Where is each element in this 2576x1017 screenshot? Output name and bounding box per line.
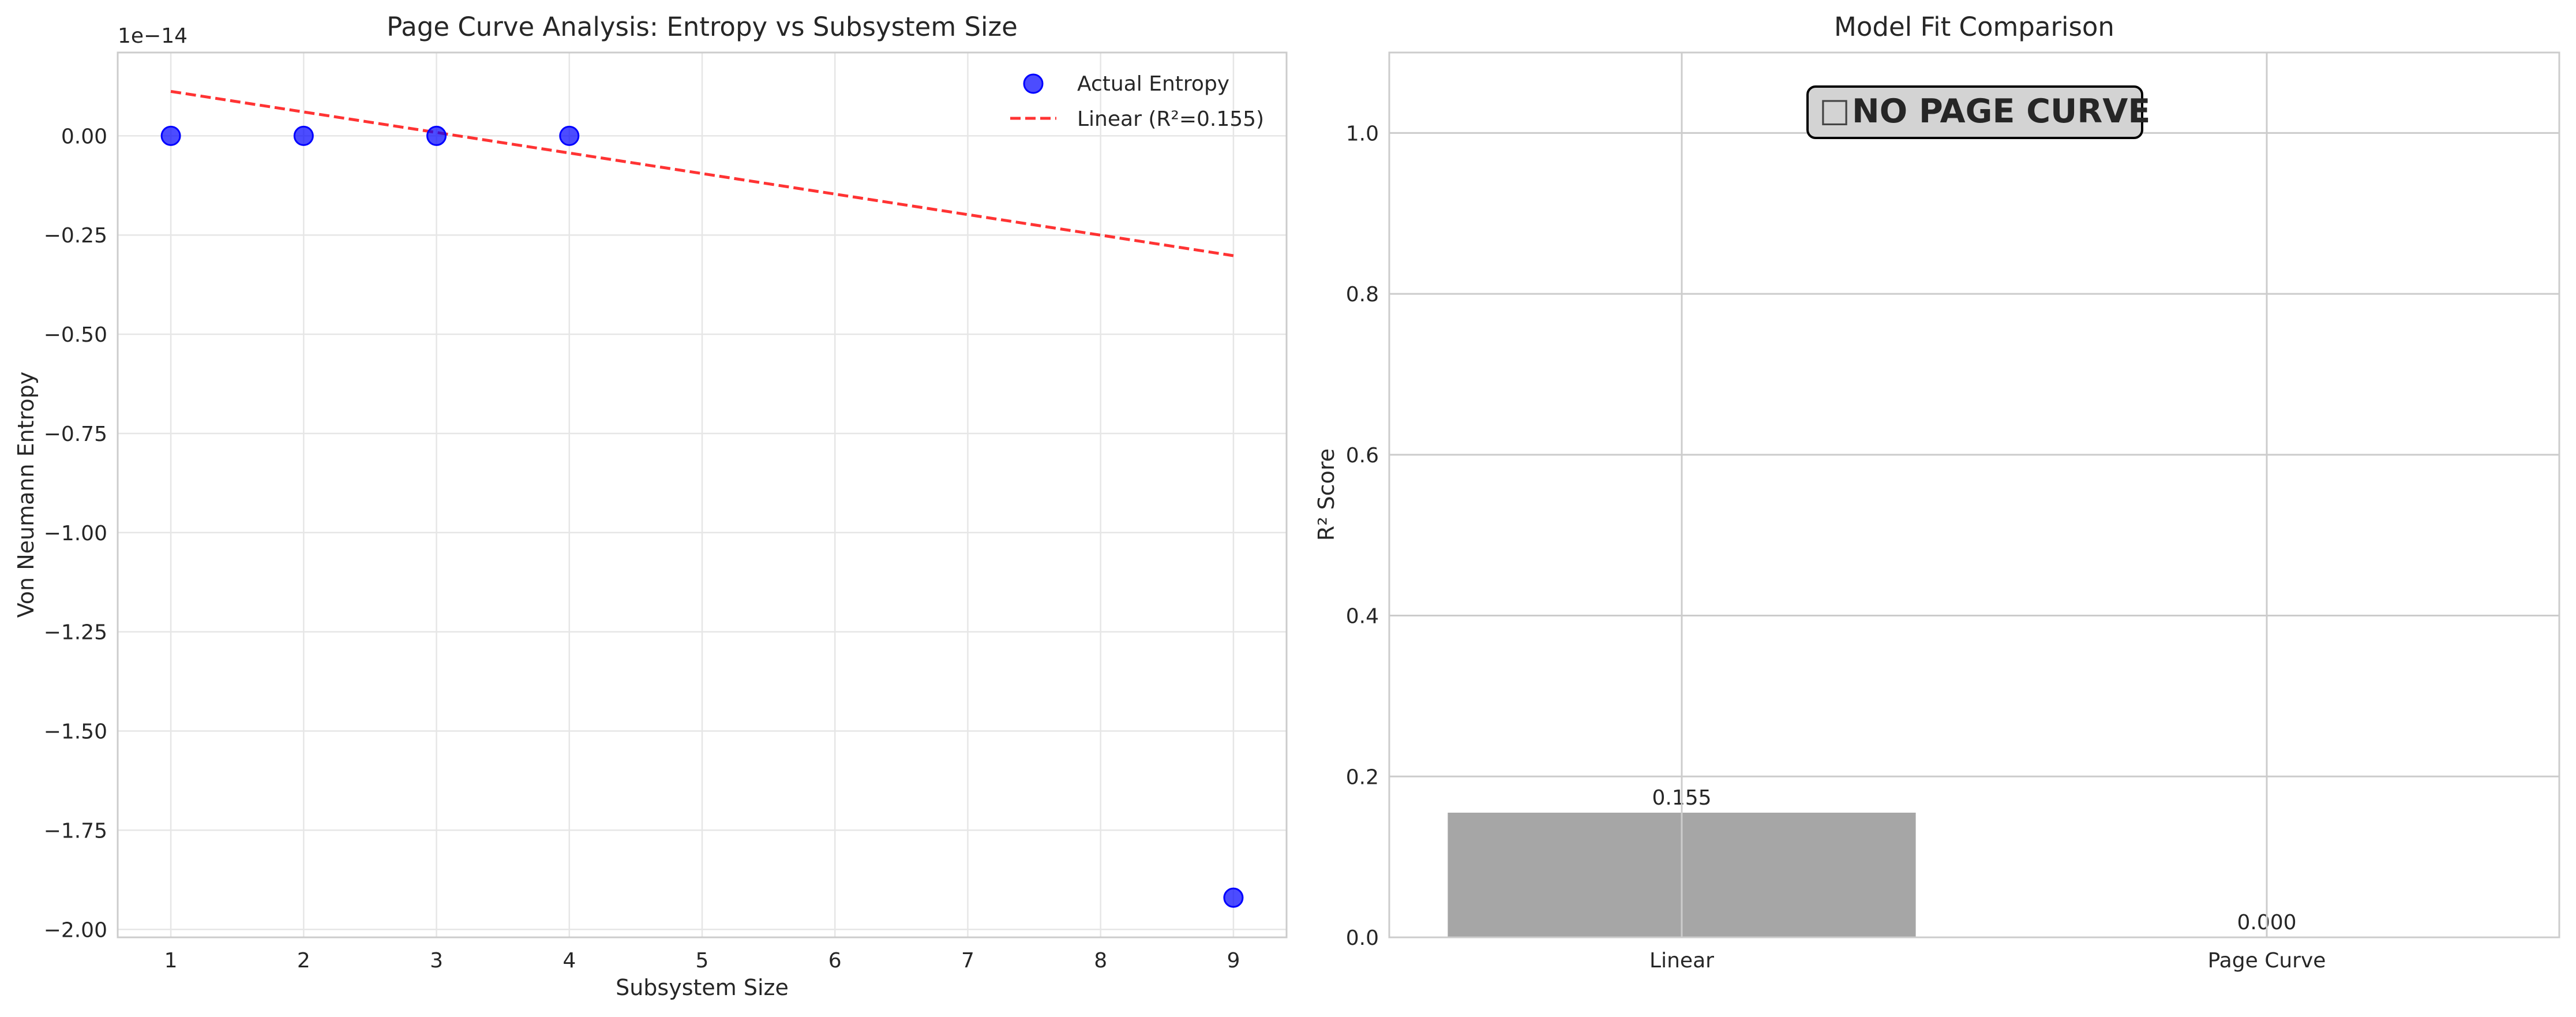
right-y-tick-label: 0.6 xyxy=(1346,444,1379,468)
badge-icon: □ xyxy=(1819,91,1850,129)
right-y-tick-label: 1.0 xyxy=(1346,122,1379,145)
left-x-tick-label: 4 xyxy=(563,949,576,973)
left-y-tick-label: −0.50 xyxy=(44,323,107,347)
right-plot-frame xyxy=(1388,51,2560,939)
left-x-tick-label: 1 xyxy=(164,949,178,973)
left-x-tick-label: 3 xyxy=(430,949,443,973)
right-y-tick-label: 0.8 xyxy=(1346,283,1379,306)
left-x-tick-labels: 1 2 3 4 5 6 7 8 9 xyxy=(164,949,1240,973)
entropy-point xyxy=(160,125,181,146)
right-x-tick-label: Page Curve xyxy=(2208,949,2326,973)
left-x-tick-label: 5 xyxy=(696,949,709,973)
right-y-tick-label: 0.4 xyxy=(1346,605,1379,629)
right-y-tick-label: 0.0 xyxy=(1346,926,1379,950)
left-y-tick-label: −1.50 xyxy=(44,720,107,744)
left-x-tick-label: 7 xyxy=(961,949,974,973)
entropy-point xyxy=(1223,887,1244,908)
right-x-tick-label: Linear xyxy=(1649,949,1714,973)
left-plot-frame xyxy=(117,51,1288,939)
left-y-tick-label: −2.00 xyxy=(44,918,107,942)
left-series-layer xyxy=(160,89,1244,908)
badge-box xyxy=(1806,85,2143,139)
left-y-tick-label: 0.00 xyxy=(61,125,107,148)
left-y-axis-label: Von Neumann Entropy xyxy=(13,372,39,618)
entropy-point xyxy=(559,125,580,146)
entropy-point xyxy=(426,125,447,146)
left-x-tick-label: 8 xyxy=(1094,949,1107,973)
right-y-tick-label: 0.2 xyxy=(1346,765,1379,789)
legend-label-actual-entropy: Actual Entropy xyxy=(1077,72,1229,96)
left-y-tick-label: −1.75 xyxy=(44,819,107,843)
no-page-curve-badge: □ NO PAGE CURVE xyxy=(1806,85,2150,139)
left-x-tick-label: 9 xyxy=(1227,949,1240,973)
left-y-offset-label: 1e−14 xyxy=(118,24,188,48)
left-y-tick-label: −1.25 xyxy=(44,621,107,645)
left-x-axis-label: Subsystem Size xyxy=(616,975,789,1000)
left-y-tick-label: −1.00 xyxy=(44,522,107,545)
left-chart-title: Page Curve Analysis: Entropy vs Subsyste… xyxy=(387,12,1018,42)
legend-marker-actual-entropy xyxy=(1023,73,1044,94)
right-x-tick-labels: Linear Page Curve xyxy=(1649,949,2326,973)
badge-label: NO PAGE CURVE xyxy=(1852,92,2150,130)
legend-label-linear-fit: Linear (R²=0.155) xyxy=(1077,107,1264,131)
right-y-tick-labels: 0.0 0.2 0.4 0.6 0.8 1.0 xyxy=(1346,122,1379,950)
left-legend: Actual Entropy Linear (R²=0.155) xyxy=(1010,72,1264,131)
right-y-axis-label: R² Score xyxy=(1314,448,1339,541)
left-y-tick-labels: 0.00 −0.25 −0.50 −0.75 −1.00 −1.25 −1.50 −1.75 −… xyxy=(44,125,107,942)
entropy-point xyxy=(293,125,314,146)
entropy-scatter-panel: Page Curve Analysis: Entropy vs Subsyste… xyxy=(13,12,1288,1000)
left-x-tick-label: 2 xyxy=(297,949,310,973)
left-y-tick-label: −0.75 xyxy=(44,422,107,446)
left-x-tick-label: 6 xyxy=(828,949,842,973)
left-y-tick-label: −0.25 xyxy=(44,224,107,248)
right-chart-title: Model Fit Comparison xyxy=(1834,12,2114,42)
